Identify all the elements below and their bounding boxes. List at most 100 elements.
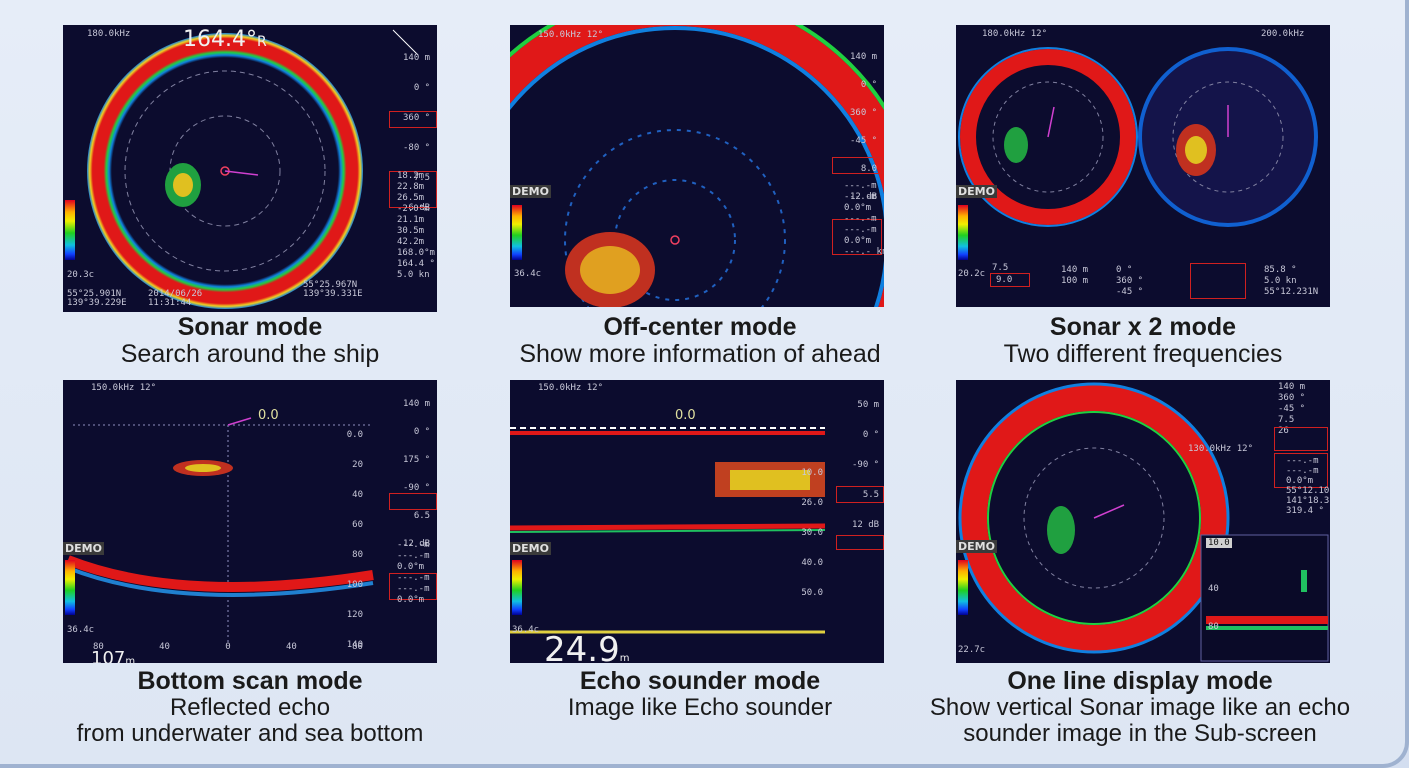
bearing-line [227,417,252,426]
list-item: 0.0°m [1286,476,1314,486]
tick-label: 60 [352,520,363,530]
highlight-box [832,157,882,174]
bottom-echo-edge [510,529,826,533]
gain-value: 7.5 [992,263,1009,273]
latitude: 55°25.901N [67,289,122,299]
range-column: 140 m 0 ° 360 ° -45 ° 8.0 12 dB [850,43,877,211]
highlight-box [1190,263,1246,299]
target-list: ---.-m ---.-m 0.0°m ---.-m ---.-m 0.0°m … [844,181,884,258]
color-scale [512,205,522,260]
highlight-box [1274,427,1328,451]
angle-value: -90 ° [852,460,880,470]
sonar-ring-edge [958,382,1230,654]
caption-sonar-x2-mode: Sonar x 2 mode Two different frequencies [936,314,1350,368]
color-scale [958,560,968,615]
list-item: ---.-m [844,214,877,224]
range-ring [124,70,326,272]
sonar-screen: 164.4°R 180.0kHz 140 m 0 ° 360 ° -80 ° 7… [63,25,437,312]
temperature: 36.4c [67,625,95,635]
caption-title: Off-center mode [603,313,797,341]
target-list: ---.-m ---.-m 0.0°m 55°12.101N 141°18.31… [1286,456,1330,516]
demo-label: DEMO [63,542,104,555]
tick-label: 10.0 [801,468,823,478]
list-item: ---.-m [844,181,877,191]
gain-value: 7.5 [1278,415,1295,425]
highlight-box [389,171,437,208]
caption-desc: sounder image in the Sub-screen [963,719,1317,747]
tick-label: 80 [352,550,363,560]
color-scale [65,200,75,260]
list-item: 0.0°m [844,203,872,213]
list-item: 141°18.314E [1286,496,1330,506]
tick-label: 140 [346,640,363,650]
range-ring [614,179,736,301]
tick-label: 40.0 [801,558,823,568]
angle-readouts: 0 ° 360 ° -45 ° [1116,265,1143,298]
tick-label: 40 [159,642,170,652]
tick-label: 26.0 [801,498,823,508]
highlight-box [389,493,437,510]
angle-value: -45 ° [1116,287,1144,297]
tick-label: 0.0 [346,430,363,440]
highlight-box [836,486,884,503]
caption-one-line-display-mode: One line display mode Show vertical Sona… [880,668,1400,747]
date: 2014/06/26 [148,289,203,299]
tilt-indicator [392,29,419,56]
tilt-value: 0 ° [413,83,431,93]
list-item: 30.5m [397,226,425,236]
fish-school-echo [1047,506,1075,554]
tick-label: 40 [286,642,297,652]
sonar-ring-inner [510,26,884,307]
bearing-suffix: R [256,34,267,50]
demo-label: DEMO [956,540,997,553]
list-item: ---.-m [844,192,877,202]
bottom-readouts: 9.0 [996,275,1012,285]
tilt-value: 0 ° [413,427,431,437]
freq-label: 150.0kHz 12° [538,30,604,40]
offcenter-screen: 150.0kHz 12° 140 m 0 ° 360 ° -45 ° 8.0 1… [510,25,884,307]
color-scale [65,560,75,615]
longitude: 139°39.229E [67,298,127,308]
tick-label: 40 [352,490,363,500]
echosounder-display [510,427,826,634]
list-item: 42.2m [397,237,425,247]
range-value: 100 m [1061,276,1089,286]
caption-desc: Image like Echo sounder [567,694,833,721]
angle-value: -45 ° [1278,404,1306,414]
tick-label: 0 [225,642,231,652]
temperature: 20.2c [958,269,986,279]
echosounder-screen: 150.0kHz 12° 0.0 10.0 26.0 30.0 40.0 50.… [510,380,884,663]
caption-bottom-scan-mode: Bottom scan mode Reflected echo from und… [40,668,460,747]
sonar-ring-left-edge [958,47,1138,227]
highlight-box [389,573,437,600]
gain-value: 7.5 [413,173,431,183]
list-item: 0.0°m [397,562,425,572]
range-value: 140 m [403,53,431,63]
bearing-line [224,170,259,176]
range-column: 140 m 0 ° 360 ° -80 ° 7.5 6 dB [403,43,430,223]
list-item: ---.-m [397,584,430,594]
latitude: 55°12.231N [1264,287,1319,297]
train-value: 175 ° [403,455,431,465]
sub-fish-echo [1301,570,1307,592]
train-value: 360 ° [1116,276,1144,286]
db-value: 12 dB [850,192,878,202]
train-value: 360 ° [1278,393,1306,403]
highlight-box [836,535,884,550]
position-right: 55°25.967N 139°39.331E [303,281,363,299]
oneline-screen: 130.0kHz 12° 140 m 360 ° -45 ° 7.5 26 --… [956,380,1330,663]
highlight-box [832,219,882,255]
caption-title: Bottom scan mode [137,667,363,695]
color-scale [958,205,968,260]
fish-school-core [730,470,810,490]
caption-desc: Reflected echo [169,694,331,721]
tilt-value: 0 ° [1116,265,1133,275]
gain-value: 8.0 [860,164,878,174]
target-list: 18.2m 22.8m 26.5m -2.0°m 21.1m 30.5m 42.… [397,171,435,281]
db-value: 26 [1278,426,1289,436]
sub-freq-label: 130.0kHz 12° [1188,444,1254,454]
caption-sonar-mode: Sonar mode Search around the ship [63,314,437,368]
caption-desc: Search around the ship [120,340,380,368]
depth-value: 24.9 [544,630,620,663]
center-readout: 0.0 [675,408,696,423]
